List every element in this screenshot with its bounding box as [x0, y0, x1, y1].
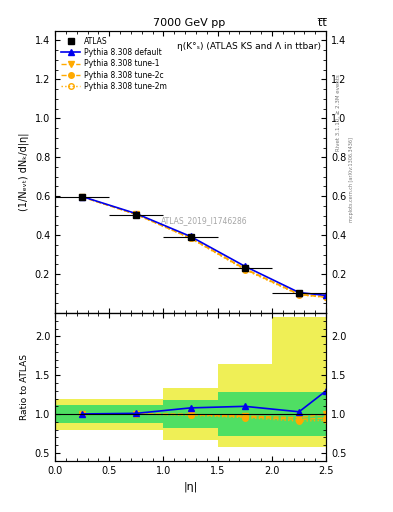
Pythia 8.308 tune-2c	[324, 294, 329, 300]
Line: Pythia 8.308 tune-2c: Pythia 8.308 tune-2c	[79, 194, 329, 300]
Pythia 8.308 tune-2m	[134, 211, 139, 218]
Y-axis label: Ratio to ATLAS: Ratio to ATLAS	[20, 354, 29, 420]
Pythia 8.308 tune-1	[134, 211, 139, 218]
Line: Pythia 8.308 tune-2m: Pythia 8.308 tune-2m	[79, 194, 329, 300]
Pythia 8.308 default	[134, 210, 139, 217]
Pythia 8.308 tune-2m	[80, 194, 84, 200]
Text: ATLAS_2019_I1746286: ATLAS_2019_I1746286	[161, 216, 248, 225]
Legend: ATLAS, Pythia 8.308 default, Pythia 8.308 tune-1, Pythia 8.308 tune-2c, Pythia 8: ATLAS, Pythia 8.308 default, Pythia 8.30…	[59, 34, 169, 93]
Text: η(K°ₛ) (ATLAS KS and Λ in ttbar): η(K°ₛ) (ATLAS KS and Λ in ttbar)	[177, 42, 321, 51]
Line: Pythia 8.308 tune-1: Pythia 8.308 tune-1	[79, 194, 329, 300]
Pythia 8.308 tune-2c	[242, 266, 247, 272]
Pythia 8.308 tune-2m	[242, 267, 247, 273]
Pythia 8.308 tune-2m	[324, 294, 329, 301]
X-axis label: |η|: |η|	[184, 481, 198, 492]
Pythia 8.308 tune-1	[324, 294, 329, 300]
Pythia 8.308 tune-2m	[297, 292, 301, 298]
Pythia 8.308 tune-1	[297, 291, 301, 297]
Line: Pythia 8.308 default: Pythia 8.308 default	[79, 194, 329, 298]
Pythia 8.308 default	[80, 194, 84, 200]
Pythia 8.308 default	[297, 289, 301, 295]
Pythia 8.308 tune-1	[80, 194, 84, 200]
Text: mcplots.cern.ch [arXiv:1306.3436]: mcplots.cern.ch [arXiv:1306.3436]	[349, 137, 354, 222]
Pythia 8.308 tune-2c	[80, 194, 84, 200]
Pythia 8.308 default	[242, 263, 247, 269]
Pythia 8.308 tune-1	[242, 266, 247, 272]
Text: Rivet 3.1.10, ≥ 2.3M events: Rivet 3.1.10, ≥ 2.3M events	[336, 74, 341, 151]
Pythia 8.308 default	[324, 292, 329, 298]
Y-axis label: (1/Nₑᵥₜ) dNₖ/d|η|: (1/Nₑᵥₜ) dNₖ/d|η|	[19, 133, 29, 211]
Text: t̅t̅: t̅t̅	[318, 18, 327, 28]
Pythia 8.308 tune-1	[188, 234, 193, 241]
Pythia 8.308 tune-2c	[134, 211, 139, 218]
Pythia 8.308 tune-2m	[188, 236, 193, 242]
Pythia 8.308 default	[188, 233, 193, 240]
Pythia 8.308 tune-2c	[297, 291, 301, 297]
Pythia 8.308 tune-2c	[188, 235, 193, 241]
Text: 7000 GeV pp: 7000 GeV pp	[152, 18, 225, 28]
